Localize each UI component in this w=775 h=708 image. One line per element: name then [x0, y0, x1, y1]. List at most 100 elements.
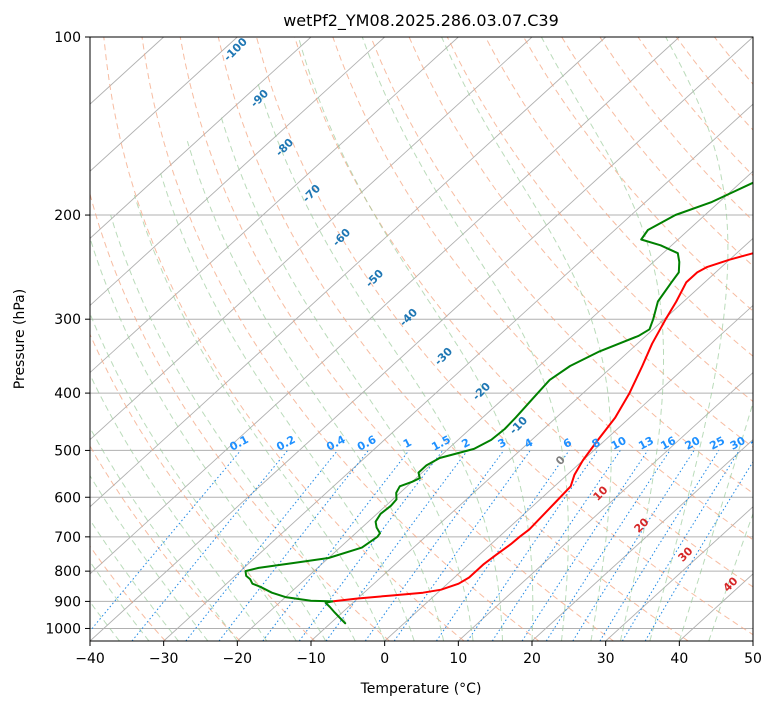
mixing-ratio-line [325, 450, 468, 641]
x-tick-label: 40 [670, 651, 688, 667]
dry-adiabat [752, 37, 753, 39]
mixing-ratio-label: 3 [496, 436, 509, 451]
dry-adiabat [90, 545, 166, 641]
moist-adiabat [90, 373, 268, 641]
mixing-ratio-line [435, 450, 570, 641]
dry-adiabat [484, 37, 753, 357]
mixing-ratio-line [393, 450, 531, 641]
dry-adiabat-label: -50 [363, 267, 386, 290]
mixing-ratio-label: 16 [658, 434, 678, 453]
dry-adiabat [408, 37, 753, 448]
dry-adiabat [370, 37, 753, 494]
moist-adiabat [540, 37, 664, 641]
mixing-ratio-line [644, 460, 753, 641]
dry-adiabat [90, 445, 241, 641]
y-tick-label: 800 [54, 564, 81, 580]
mixing-ratio-label: 13 [636, 434, 656, 453]
mixing-ratio-line [599, 450, 720, 641]
moist-adiabat [649, 37, 729, 641]
dry-adiabat-label: -30 [432, 345, 455, 368]
mixing-ratio-line [621, 450, 740, 641]
moist-adiabat [708, 512, 753, 641]
mixing-ratio-line [218, 450, 369, 641]
dry-adiabat-label: -90 [248, 87, 271, 110]
mixing-ratio-line [545, 450, 671, 641]
mixing-ratio-label: 10 [609, 434, 629, 453]
isotherm-line [90, 37, 312, 239]
dewpoint-profile-line [244, 181, 753, 625]
mixing-ratio-label: 6 [561, 436, 574, 451]
dry-adiabat [90, 192, 390, 641]
dry-adiabat [141, 37, 540, 641]
isotherm-line [384, 304, 753, 641]
isotherm-line [237, 170, 753, 641]
mixing-ratio-label: 1 [401, 436, 414, 451]
dry-adiabat-label: -60 [330, 226, 353, 249]
moist-adiabat [257, 83, 503, 641]
isotherm-line [90, 37, 459, 374]
dry-adiabat-label: -70 [300, 182, 323, 205]
mixing-ratio-line [572, 450, 695, 641]
dry-adiabat [256, 37, 753, 636]
isotherm-line [90, 37, 680, 575]
moist-adiabat [678, 401, 753, 641]
dry-adiabat-label: -80 [273, 136, 296, 159]
mixing-ratio-label: 20 [683, 434, 703, 453]
y-tick-label: 100 [54, 30, 81, 46]
moist-adiabat [90, 426, 238, 641]
dry-adiabat [90, 333, 316, 641]
line-labels: 0.1 0.2 0.4 0.6 1 1.5 2 3 4 6 8 10 13 16 20 25 30 36-100-… [221, 35, 769, 595]
moist-adiabat [90, 519, 179, 641]
y-tick-label: 500 [54, 443, 81, 459]
moist-adiabat [441, 37, 612, 641]
isotherm-line [90, 37, 533, 441]
y-tick-label: 1000 [45, 621, 81, 637]
y-tick-label: 900 [54, 594, 81, 610]
isotherm-line [90, 37, 238, 172]
moist-adiabat [219, 113, 474, 641]
data-series [244, 181, 753, 625]
mixing-ratio-line [298, 450, 444, 641]
x-tick-label: 20 [523, 651, 541, 667]
dry-adiabat-label: 40 [721, 574, 741, 594]
y-tick-label: 200 [54, 208, 81, 224]
isotherm-line [163, 103, 753, 641]
x-tick-label: −30 [149, 651, 179, 667]
x-tick-label: 10 [449, 651, 467, 667]
moist-adiabat [90, 236, 327, 641]
dry-adiabat [446, 37, 753, 403]
x-tick-label: −20 [223, 651, 253, 667]
x-tick-label: −10 [296, 651, 326, 667]
x-tick-label: 30 [597, 651, 615, 667]
background-lines [90, 37, 753, 641]
y-tick-label: 600 [54, 490, 81, 506]
mixing-ratio-line [521, 450, 649, 641]
x-tick-label: 50 [744, 651, 762, 667]
isotherm-line [90, 37, 606, 508]
mixing-ratio-line [467, 450, 599, 641]
dry-adiabat [103, 37, 465, 641]
temperature-profile-line [331, 252, 753, 603]
dry-adiabat-label: -40 [397, 306, 420, 329]
mixing-ratio-line [262, 450, 410, 641]
x-tick-label: −40 [75, 651, 105, 667]
mixing-ratio-label: 36 [749, 434, 769, 453]
x-axis-label: Temperature (°C) [360, 681, 482, 697]
dry-adiabat-label: 0 [553, 453, 568, 468]
plot-frame [89, 36, 754, 642]
isotherm-line [531, 439, 753, 641]
x-tick-label: 0 [380, 651, 389, 667]
isotherm-line [90, 37, 753, 641]
dry-adiabat-label: -20 [470, 380, 493, 403]
dry-adiabat-label: -100 [221, 35, 250, 64]
mixing-ratio-line [90, 450, 242, 632]
dry-adiabat-label: 10 [591, 483, 611, 503]
y-tick-label: 300 [54, 312, 81, 328]
x-axis: −40 −30 −20 −10 0 10 20 30 40 50 [75, 641, 762, 667]
mixing-ratio-line [131, 450, 288, 641]
isotherm-line [90, 37, 385, 307]
mixing-ratio-line [491, 450, 621, 641]
dry-adiabat [294, 37, 753, 588]
isotherm-line [310, 237, 753, 641]
